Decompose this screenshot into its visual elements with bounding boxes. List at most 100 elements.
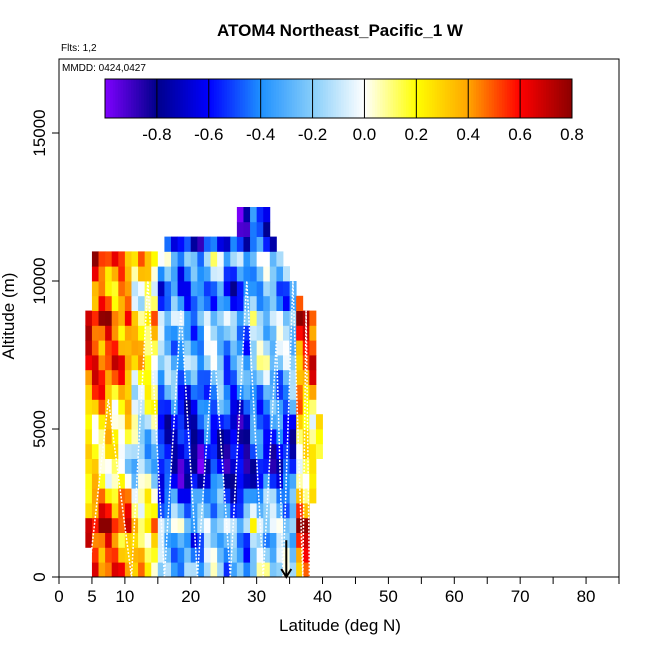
heatmap-cell — [124, 488, 132, 504]
heatmap-cell — [250, 355, 258, 371]
heatmap-cell — [256, 221, 264, 237]
colorbar-segment — [307, 79, 311, 118]
heatmap-cell — [197, 547, 205, 563]
heatmap-cell — [217, 443, 225, 459]
heatmap-cell — [91, 266, 99, 282]
heatmap-cell — [197, 517, 205, 533]
colorbar-segment — [242, 79, 246, 118]
heatmap-cell — [105, 473, 113, 489]
heatmap-cell — [236, 340, 244, 356]
heatmap-cell — [151, 414, 159, 430]
heatmap-cell — [124, 384, 132, 400]
heatmap-cell — [124, 503, 132, 519]
heatmap-cell — [171, 517, 178, 533]
heatmap-cell — [243, 310, 251, 326]
heatmap-cell — [309, 369, 317, 385]
heatmap-cell — [256, 429, 264, 445]
heatmap-cell — [151, 429, 159, 445]
colorbar-segment — [322, 79, 327, 118]
plot-area: MMDD: 0424,0427 -0.8 -0.6 -0.4 -0.2 0.0 0.2 0.… — [58, 58, 620, 579]
heatmap-cell — [283, 266, 290, 282]
heatmap-cell — [144, 473, 152, 489]
heatmap-cell — [157, 355, 165, 371]
heatmap-cell — [85, 325, 93, 341]
heatmap-cell — [177, 488, 185, 504]
heatmap-cell — [223, 458, 231, 474]
heatmap-cell — [184, 340, 192, 356]
heatmap-cell — [177, 281, 185, 297]
heatmap-cell — [243, 473, 251, 489]
colorbar-segment — [136, 79, 140, 118]
heatmap-cell — [243, 355, 251, 371]
heatmap-cell — [243, 236, 251, 252]
heatmap-cell — [276, 340, 284, 356]
flight-track-line — [87, 399, 133, 578]
colorbar-segment — [193, 79, 197, 118]
heatmap-cell — [124, 562, 132, 578]
heatmap-cell — [296, 414, 304, 430]
heatmap-cell — [138, 384, 146, 400]
heatmap-cell — [157, 310, 165, 326]
heatmap-cell — [243, 517, 251, 533]
heatmap-cell — [171, 369, 178, 385]
heatmap-cell — [256, 325, 264, 341]
heatmap-cell — [105, 384, 113, 400]
heatmap-cell — [203, 355, 211, 371]
heatmap-cell — [111, 562, 119, 578]
heatmap-cell — [210, 399, 218, 415]
heatmap-cell — [197, 384, 205, 400]
colorbar-segment — [255, 79, 259, 118]
heatmap-cell — [164, 503, 172, 519]
colorbar-segment — [320, 79, 324, 118]
heatmap-cell — [171, 488, 178, 504]
heatmap-cell — [151, 399, 159, 415]
heatmap-cell — [203, 384, 211, 400]
heatmap-cell — [217, 517, 225, 533]
heatmap-cell — [151, 266, 159, 282]
heatmap-cell — [151, 340, 159, 356]
heatmap-cell — [131, 251, 139, 267]
colorbar-segment — [247, 79, 251, 118]
heatmap-cell — [144, 384, 152, 400]
heatmap-cell — [223, 414, 231, 430]
heatmap-cell — [302, 384, 310, 400]
heatmap-cell — [230, 532, 238, 548]
colorbar-segment — [403, 79, 407, 118]
heatmap-cell — [250, 532, 258, 548]
colorbar-segment — [556, 79, 560, 118]
heatmap-cell — [236, 488, 244, 504]
heatmap-cell — [256, 547, 264, 563]
colorbar-segment — [229, 79, 233, 118]
heatmap-cell — [105, 310, 113, 326]
heatmap-cell — [157, 443, 165, 459]
heatmap-cell — [171, 340, 178, 356]
colorbar-segment — [143, 79, 148, 118]
heatmap-cell — [157, 517, 165, 533]
heatmap-cell — [184, 473, 192, 489]
heatmap-cell — [157, 458, 165, 474]
heatmap-cell — [131, 355, 139, 371]
x-tick-label: 40 — [313, 587, 332, 606]
colorbar-segment — [527, 79, 531, 118]
heatmap-cell — [111, 429, 119, 445]
colorbar-segment — [460, 79, 464, 118]
heatmap-cell — [184, 517, 192, 533]
heatmap-cell — [269, 547, 277, 563]
heatmap-cell — [184, 458, 192, 474]
heatmap-cell — [184, 503, 192, 519]
heatmap-cell — [250, 295, 258, 311]
heatmap-cell — [276, 325, 284, 341]
colorbar-segment — [359, 79, 363, 118]
colorbar-segment — [348, 79, 352, 118]
heatmap-cell — [98, 355, 106, 371]
heatmap-cell — [289, 414, 297, 430]
heatmap-cell — [276, 295, 284, 311]
colorbar-segment — [141, 79, 145, 118]
heatmap-cell — [243, 503, 251, 519]
heatmap-cell — [171, 443, 178, 459]
heatmap-cell — [236, 266, 244, 282]
y-tick-label: 0 — [30, 572, 49, 581]
heatmap-cell — [203, 236, 211, 252]
heatmap-cell — [91, 517, 99, 533]
colorbar-segment — [411, 79, 415, 118]
